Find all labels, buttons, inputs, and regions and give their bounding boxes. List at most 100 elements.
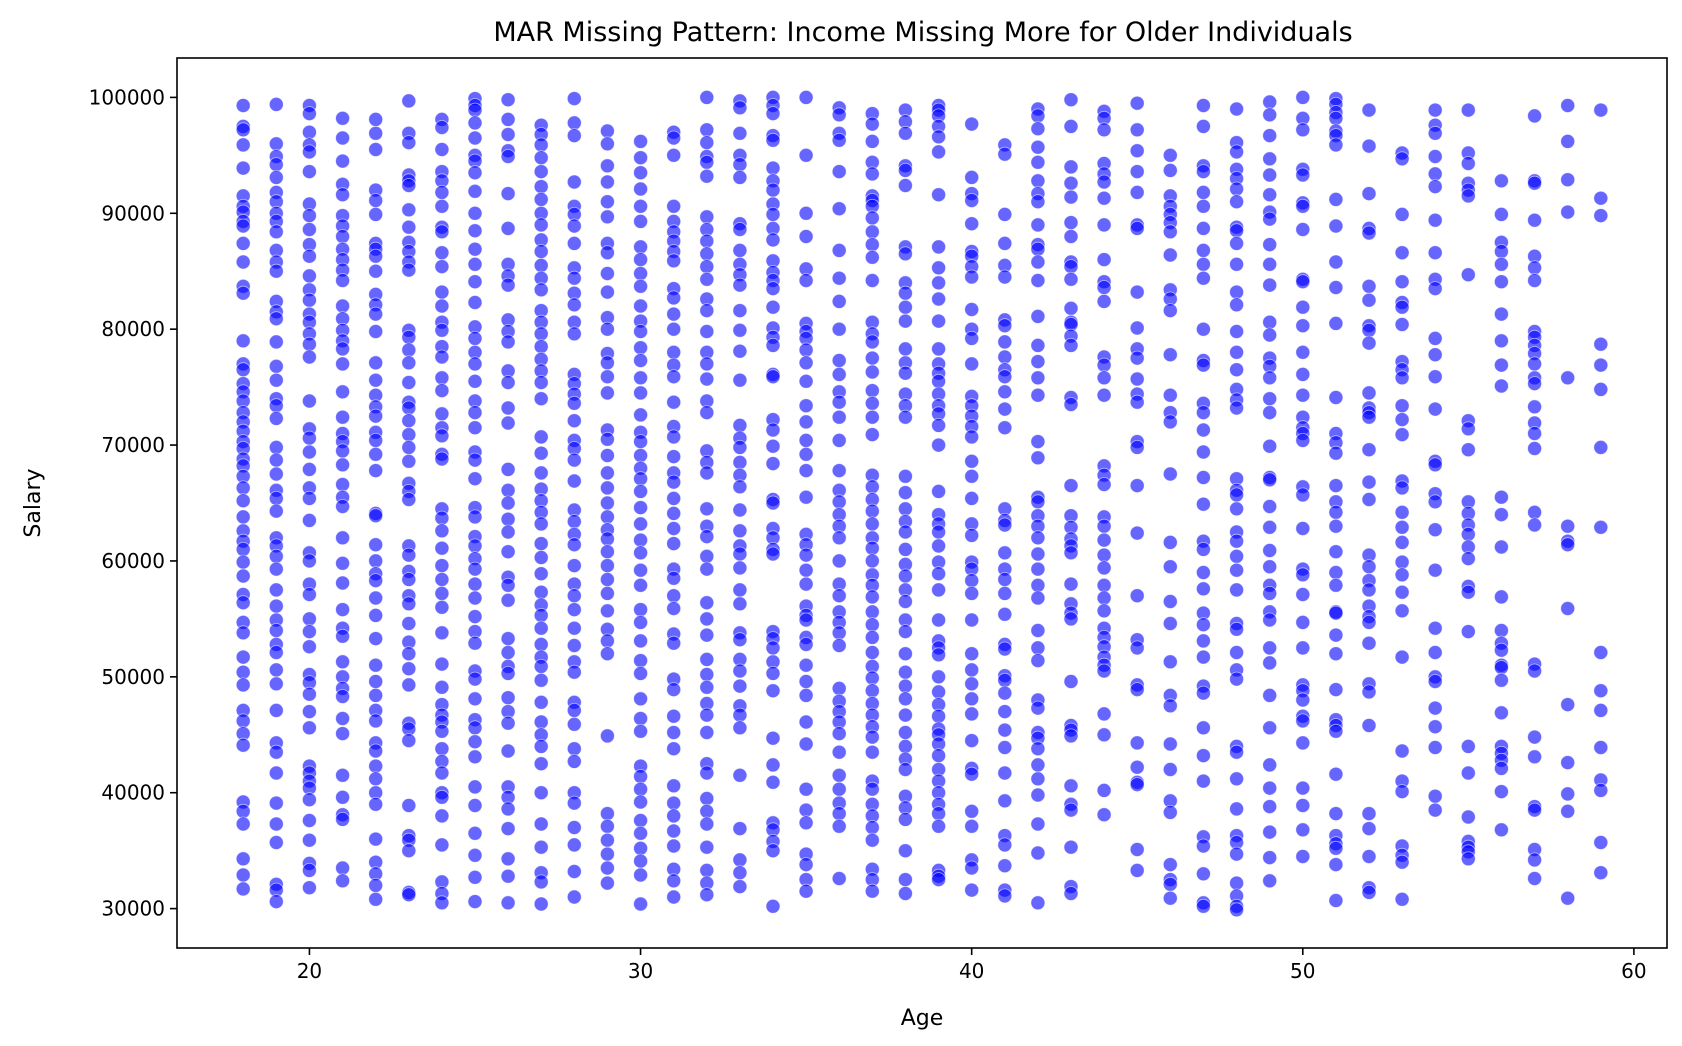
data-point	[964, 646, 980, 662]
data-point	[1527, 260, 1542, 276]
data-point	[1162, 736, 1178, 752]
data-point	[1030, 434, 1046, 450]
data-point	[1129, 525, 1145, 541]
data-point	[566, 270, 582, 286]
data-point	[732, 632, 748, 648]
plot-area-frame	[176, 57, 1668, 949]
data-point	[1527, 663, 1542, 679]
data-point	[1063, 229, 1079, 244]
data-point	[765, 683, 781, 699]
data-point	[1196, 321, 1211, 337]
data-point	[1129, 777, 1145, 792]
data-point	[1560, 518, 1576, 534]
data-point	[235, 649, 251, 665]
data-point	[831, 107, 847, 123]
data-point	[798, 736, 814, 752]
data-point	[633, 165, 648, 181]
data-point	[1361, 335, 1377, 351]
data-point	[666, 506, 682, 521]
data-point	[1262, 612, 1278, 628]
data-point	[1162, 466, 1178, 482]
y-axis: 30000 40000 50000 60000 70000 80000 90000 10000…	[89, 85, 177, 921]
data-point	[1328, 893, 1344, 908]
data-point	[566, 602, 582, 617]
data-point	[235, 851, 251, 867]
data-point	[268, 334, 284, 350]
data-point	[335, 187, 351, 203]
data-point	[1427, 179, 1443, 195]
data-point	[1229, 533, 1244, 549]
data-point	[1527, 871, 1542, 886]
data-point	[434, 599, 450, 615]
data-point	[335, 602, 351, 617]
data-point	[1030, 771, 1046, 787]
data-point	[666, 725, 682, 740]
data-point	[500, 631, 516, 646]
data-point	[434, 383, 450, 399]
data-point	[798, 802, 814, 818]
data-point	[335, 384, 351, 400]
data-point	[831, 744, 847, 760]
data-point	[831, 293, 847, 309]
data-point	[699, 627, 715, 643]
data-point	[500, 592, 516, 608]
data-point	[798, 273, 814, 288]
data-point	[1593, 519, 1609, 535]
data-point	[235, 542, 251, 557]
data-point	[1262, 256, 1278, 272]
data-point	[600, 209, 615, 225]
data-point	[732, 439, 748, 455]
data-point	[1162, 654, 1178, 670]
data-point	[434, 679, 450, 695]
data-point	[368, 263, 384, 279]
data-point	[1196, 866, 1211, 882]
data-point	[467, 420, 483, 436]
data-point	[600, 158, 615, 174]
data-point	[1460, 851, 1476, 867]
data-point	[533, 137, 549, 153]
data-point	[964, 193, 980, 208]
data-point	[600, 806, 615, 821]
data-point	[401, 646, 417, 662]
data-point	[1129, 164, 1145, 180]
data-point	[633, 340, 648, 356]
data-point	[1096, 387, 1112, 403]
data-point	[1196, 542, 1211, 557]
data-point	[533, 620, 549, 636]
data-point	[931, 612, 946, 628]
data-point	[368, 878, 384, 893]
data-point	[301, 349, 317, 365]
data-point	[765, 438, 781, 454]
data-point	[1262, 187, 1278, 203]
data-point	[765, 757, 781, 773]
data-point	[1560, 755, 1576, 770]
data-point	[1427, 522, 1443, 538]
data-point	[235, 625, 251, 641]
data-point	[1361, 278, 1377, 294]
data-point	[1096, 122, 1112, 138]
data-point	[1593, 190, 1609, 206]
data-point	[335, 873, 351, 889]
data-point	[600, 284, 615, 300]
data-point	[1229, 548, 1244, 564]
data-point	[997, 235, 1013, 251]
data-point	[1262, 780, 1278, 796]
data-point	[1030, 530, 1046, 546]
data-point	[831, 588, 847, 604]
data-point	[401, 843, 417, 859]
data-point	[533, 694, 549, 710]
data-point	[1063, 478, 1079, 494]
data-point	[434, 510, 450, 526]
data-point	[1295, 587, 1311, 602]
data-point	[931, 538, 946, 554]
data-point	[1394, 649, 1410, 665]
data-point	[732, 678, 748, 694]
data-point	[268, 503, 284, 519]
data-point	[798, 637, 814, 652]
data-point	[633, 252, 648, 268]
data-point	[831, 553, 847, 569]
data-point	[1262, 438, 1278, 454]
data-point	[401, 262, 417, 278]
data-point	[633, 691, 648, 707]
data-point	[1229, 801, 1244, 817]
